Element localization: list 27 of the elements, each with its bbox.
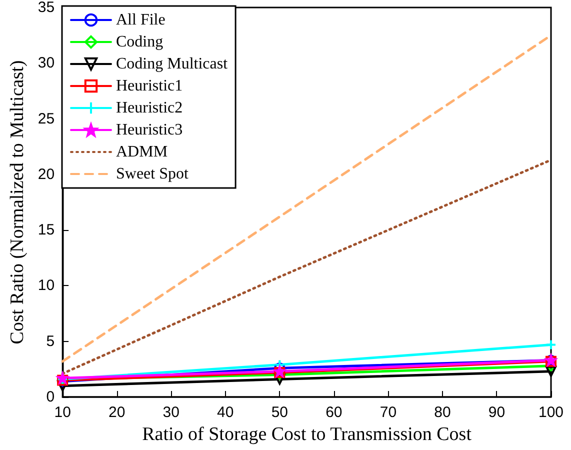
- y-tick-label: 5: [46, 332, 55, 350]
- y-axis-title: Cost Ratio (Normalized to Multicast): [7, 60, 28, 344]
- x-tick-label: 90: [488, 404, 506, 421]
- legend-label: Coding Multicast: [116, 56, 228, 72]
- x-tick-label: 40: [217, 404, 234, 421]
- y-tick-label: 35: [38, 0, 55, 16]
- legend-label: Heuristic1: [116, 78, 183, 94]
- x-tick-label: 80: [434, 404, 451, 421]
- legend-label: All File: [116, 12, 166, 28]
- x-tick-label: 30: [162, 404, 180, 421]
- y-tick-label: 20: [38, 166, 55, 183]
- x-tick-label: 50: [271, 404, 288, 421]
- y-tick-label: 30: [38, 54, 55, 72]
- y-tick-label: 10: [38, 277, 55, 294]
- x-tick-label: 100: [538, 404, 564, 421]
- legend-label: Heuristic2: [116, 100, 183, 116]
- legend-label: ADMM: [116, 144, 168, 160]
- y-tick-label: 15: [38, 222, 55, 239]
- y-tick-label: 0: [46, 388, 55, 406]
- legend-label: Coding: [116, 34, 164, 50]
- x-tick-label: 60: [326, 404, 342, 421]
- x-tick-label: 70: [380, 404, 397, 421]
- x-tick-label: 20: [108, 404, 126, 421]
- legend-label: Heuristic3: [116, 122, 183, 138]
- y-tick-label: 25: [38, 110, 55, 128]
- x-axis-title: Ratio of Storage Cost to Transmission Cost: [142, 424, 472, 445]
- legend-label: Sweet Spot: [116, 166, 189, 182]
